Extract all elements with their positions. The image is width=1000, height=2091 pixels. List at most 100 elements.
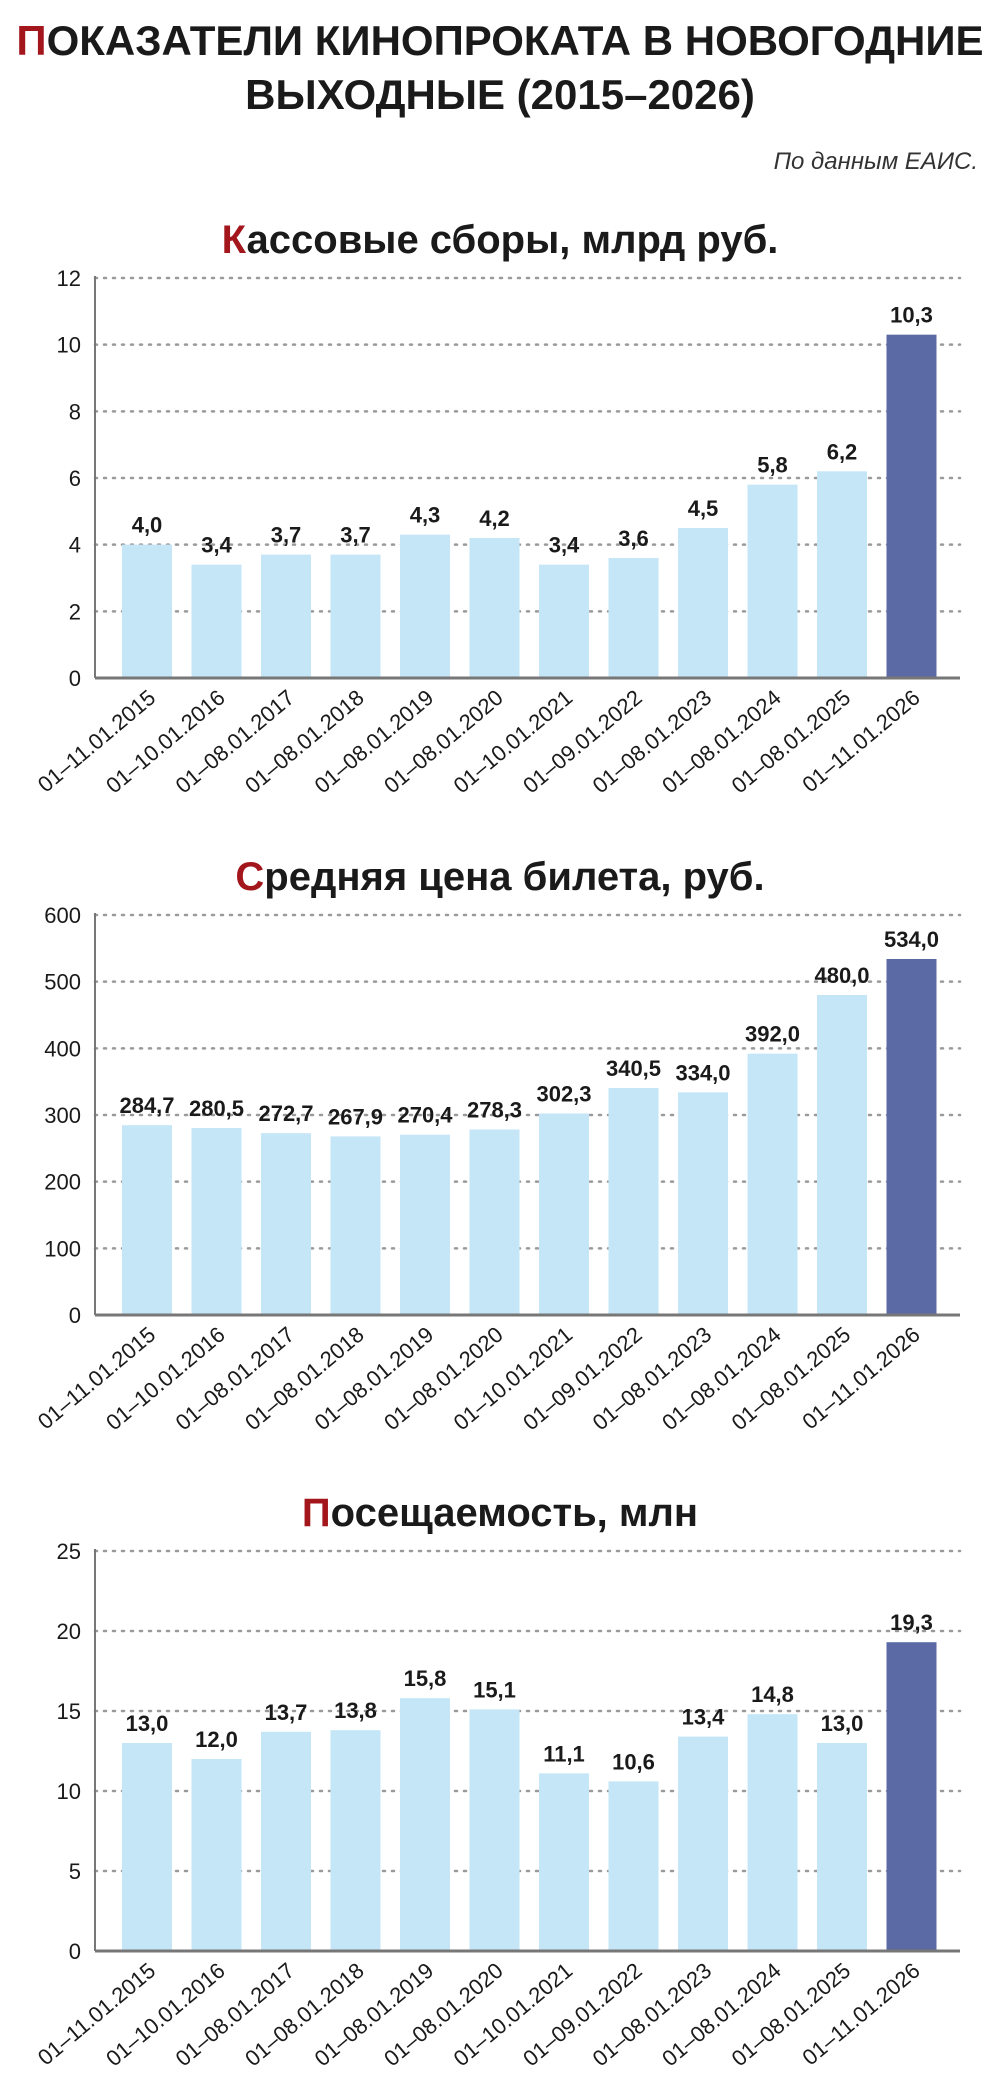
chart-title-box-office: Кассовые сборы, млрд руб. xyxy=(0,215,1000,265)
bar xyxy=(886,959,937,1315)
x-tick-label: 01–10.01.2016 xyxy=(101,685,230,799)
y-tick-label: 100 xyxy=(44,1236,81,1261)
x-tick-label: 01–08.01.2020 xyxy=(379,1958,508,2072)
x-tick-label: 01–10.01.2016 xyxy=(101,1322,230,1436)
y-tick-label: 200 xyxy=(44,1170,81,1195)
bar xyxy=(261,1731,311,1951)
x-tick-label: 01–08.01.2018 xyxy=(240,1322,369,1436)
bar xyxy=(400,1134,450,1315)
bar xyxy=(678,1736,728,1951)
y-tick-label: 15 xyxy=(57,1699,81,1724)
bar xyxy=(400,534,450,678)
y-tick-label: 25 xyxy=(57,1543,81,1564)
x-tick-label: 01–08.01.2019 xyxy=(310,1958,439,2072)
x-tick-label: 01–08.01.2019 xyxy=(310,685,439,799)
x-tick-label: 01–08.01.2024 xyxy=(657,685,786,799)
x-tick-label: 01–08.01.2023 xyxy=(588,1322,717,1436)
x-tick-label: 01–09.01.2022 xyxy=(518,1322,647,1436)
bar xyxy=(608,1781,659,1951)
value-label: 3,4 xyxy=(549,533,580,558)
value-label: 334,0 xyxy=(675,1060,730,1085)
x-tick-label: 01–08.01.2017 xyxy=(171,1322,300,1436)
x-tick-label: 01–11.01.2015 xyxy=(33,1958,160,2070)
y-tick-label: 0 xyxy=(69,666,81,691)
value-label: 4,2 xyxy=(479,506,510,531)
y-tick-label: 2 xyxy=(69,599,81,624)
x-tick-label: 01–08.01.2020 xyxy=(379,685,508,799)
x-tick-label: 01–08.01.2018 xyxy=(240,685,369,799)
bar xyxy=(261,1133,311,1315)
value-label: 280,5 xyxy=(189,1096,244,1121)
x-tick-label: 01–08.01.2023 xyxy=(588,685,717,799)
value-label: 5,8 xyxy=(757,453,788,478)
value-label: 4,5 xyxy=(688,496,719,521)
y-tick-label: 500 xyxy=(44,970,81,995)
value-label: 11,1 xyxy=(543,1741,585,1766)
value-label: 392,0 xyxy=(745,1022,800,1047)
bar xyxy=(539,1113,589,1315)
bar xyxy=(469,1129,520,1315)
bar xyxy=(608,558,659,678)
value-label: 13,0 xyxy=(126,1711,169,1736)
value-label: 15,1 xyxy=(473,1677,516,1702)
main-title-line2: ВЫХОДНЫЕ (2015–2026) xyxy=(245,71,755,118)
value-label: 267,9 xyxy=(328,1104,383,1129)
bar xyxy=(747,1714,798,1951)
x-tick-label: 01–08.01.2024 xyxy=(657,1958,786,2072)
value-label: 340,5 xyxy=(606,1056,661,1081)
value-label: 12,0 xyxy=(195,1727,238,1752)
chart-title-rest: редняя цена билета, руб. xyxy=(264,855,765,899)
bar xyxy=(817,471,867,678)
value-label: 3,6 xyxy=(618,526,649,551)
box-office-chart: 0 2 4 6 8 10 12 4,0 01–11.01.2015 3,4 01–10.01.201… xyxy=(33,270,962,799)
x-tick-label: 01–08.01.2018 xyxy=(240,1958,369,2072)
bar xyxy=(122,544,172,678)
chart-title-rest: ассовые сборы, млрд руб. xyxy=(246,218,779,262)
bar xyxy=(678,528,728,678)
bar xyxy=(191,1128,242,1315)
main-title-line1: ПОКАЗАТЕЛИ КИНОПРОКАТА В НОВОГОДНИЕ xyxy=(0,14,1000,68)
x-tick-label: 01–11.01.2015 xyxy=(33,1322,160,1434)
x-tick-label: 01–11.01.2015 xyxy=(33,685,160,797)
source-note: По данным ЕАИС. xyxy=(773,148,978,175)
value-label: 13,7 xyxy=(265,1700,308,1725)
y-tick-label: 8 xyxy=(69,399,81,424)
y-tick-label: 20 xyxy=(57,1619,81,1644)
y-tick-label: 10 xyxy=(57,1779,81,1804)
value-label: 3,7 xyxy=(340,523,371,548)
y-tick-label: 5 xyxy=(69,1859,81,1884)
value-label: 272,7 xyxy=(258,1101,313,1126)
chart-title-rest: осещаемость, млн xyxy=(330,1491,699,1535)
x-tick-label: 01–10.01.2021 xyxy=(449,1958,578,2072)
x-tick-label: 01–08.01.2025 xyxy=(727,685,856,799)
x-tick-label: 01–11.01.2026 xyxy=(797,1958,924,2070)
x-tick-label: 01–08.01.2017 xyxy=(171,1958,300,2072)
value-label: 480,0 xyxy=(814,963,869,988)
value-label: 10,6 xyxy=(612,1749,655,1774)
y-tick-label: 0 xyxy=(69,1303,81,1328)
y-tick-label: 10 xyxy=(57,333,81,358)
main-title-initial: П xyxy=(16,17,47,64)
bar xyxy=(261,554,311,678)
x-tick-label: 01–08.01.2023 xyxy=(588,1958,717,2072)
chart-title-initial: П xyxy=(301,1491,331,1535)
y-tick-label: 400 xyxy=(44,1036,81,1061)
bar xyxy=(817,995,867,1315)
bar xyxy=(678,1092,728,1315)
bar xyxy=(330,554,381,678)
bar xyxy=(469,1709,520,1951)
x-tick-label: 01–11.01.2026 xyxy=(797,1322,924,1434)
x-tick-label: 01–09.01.2022 xyxy=(518,685,647,799)
y-tick-label: 0 xyxy=(69,1939,81,1964)
x-tick-label: 01–08.01.2019 xyxy=(310,1322,439,1436)
value-label: 10,3 xyxy=(890,303,933,328)
value-label: 14,8 xyxy=(751,1682,794,1707)
value-label: 534,0 xyxy=(884,927,939,952)
x-tick-label: 01–08.01.2020 xyxy=(379,1322,508,1436)
ticket-price-chart: 0 100 200 300 400 500 600 284,7 01–11.01.2015 280… xyxy=(33,907,962,1436)
value-label: 4,3 xyxy=(410,503,441,528)
bar xyxy=(886,1642,937,1951)
bar xyxy=(469,538,520,678)
value-label: 6,2 xyxy=(827,439,858,464)
